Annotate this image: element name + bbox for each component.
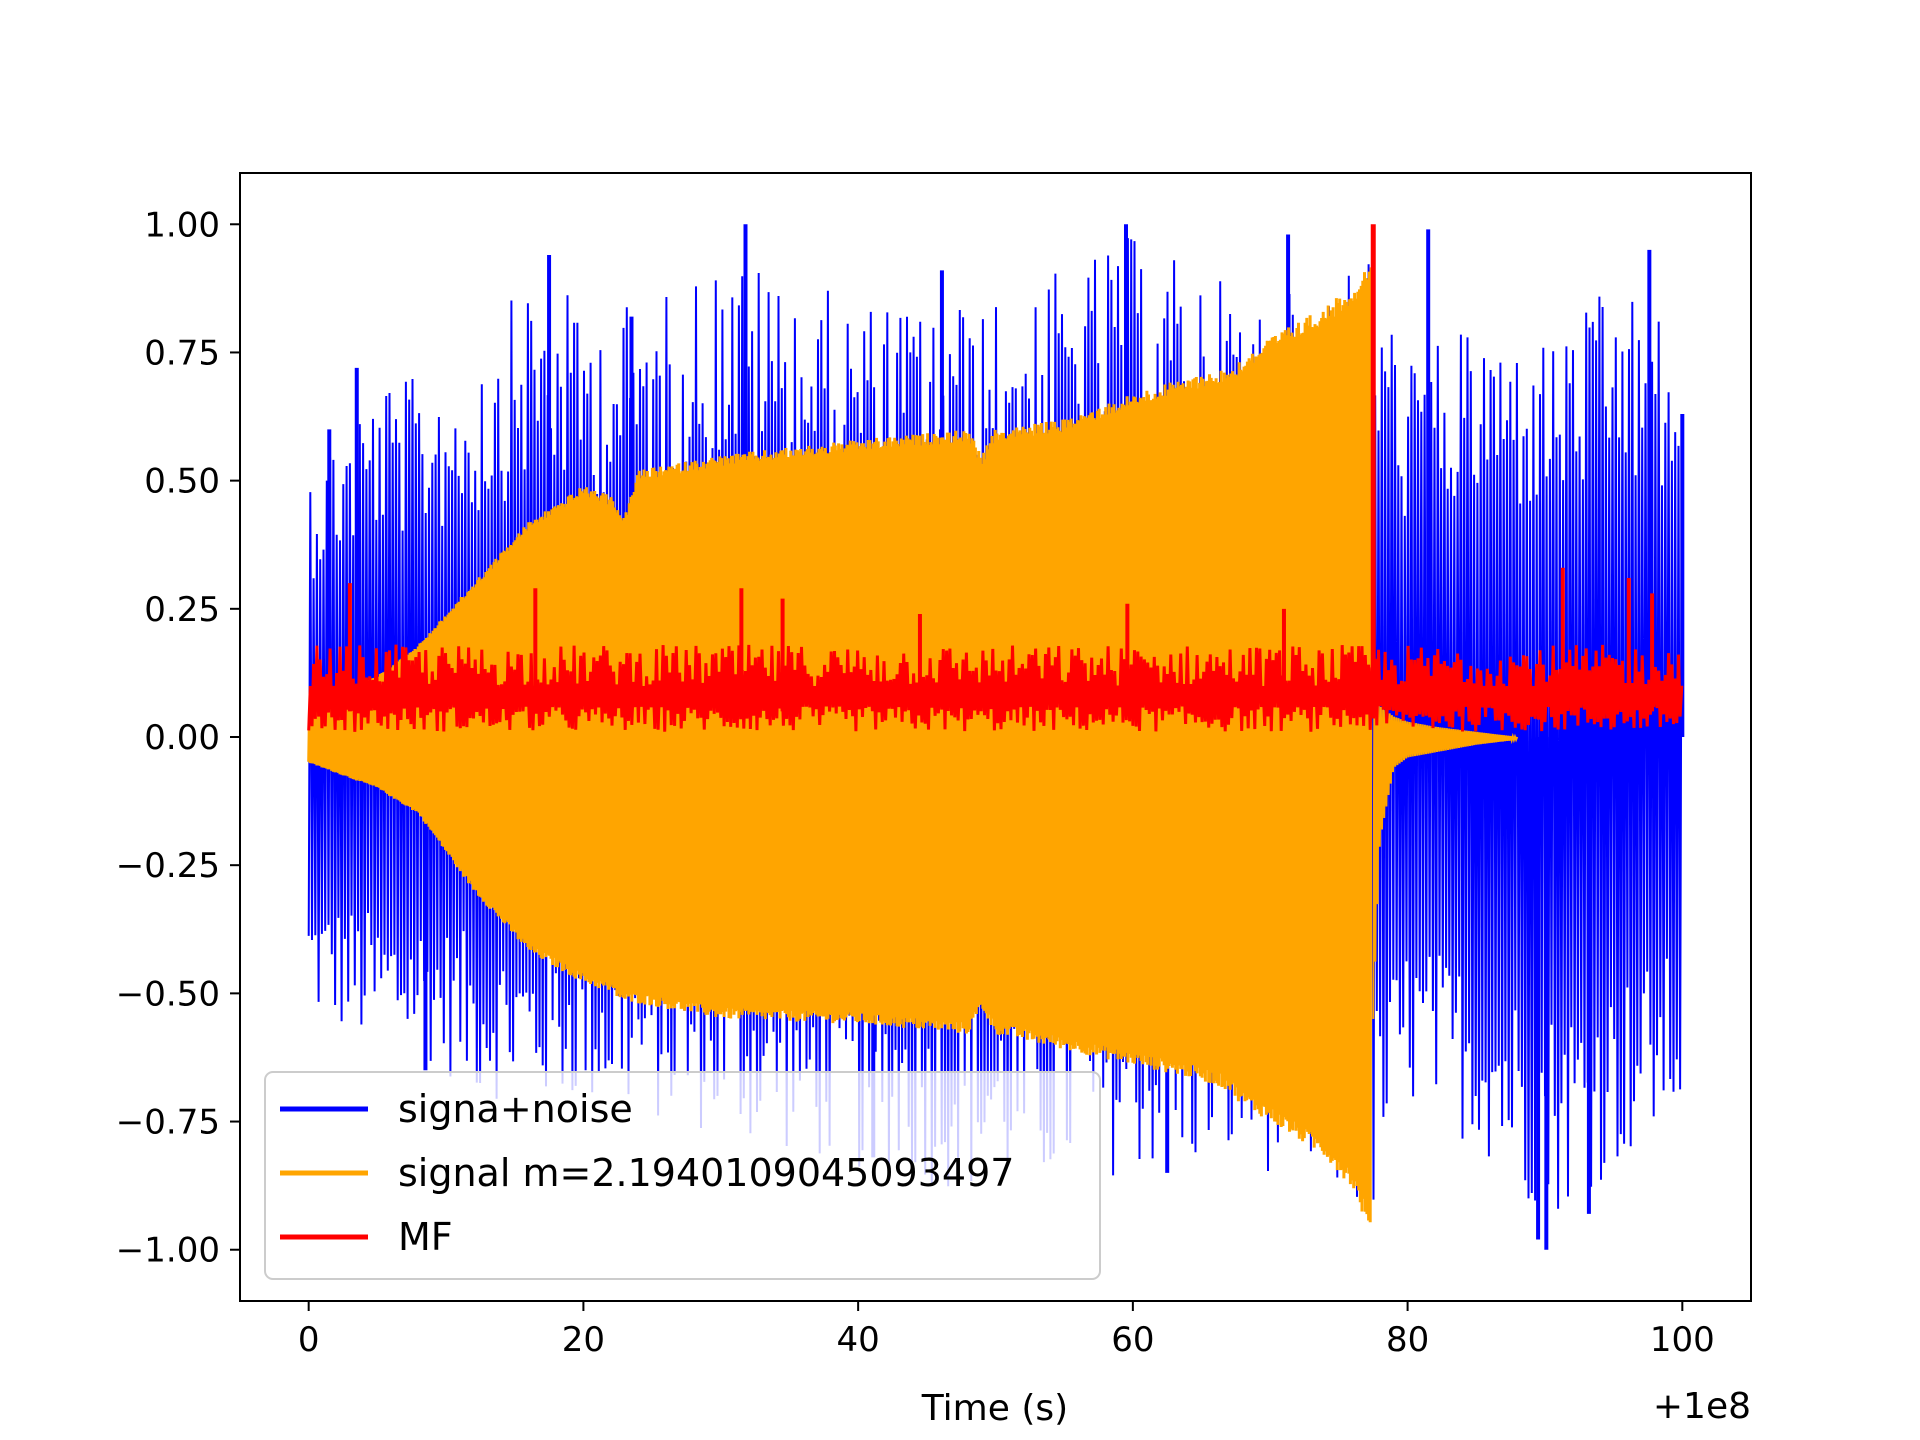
y-tick-label-0: 1.00 [144, 205, 220, 245]
x-offset-label: +1e8 [1653, 1386, 1751, 1427]
x-tick-label-5: 100 [1650, 1320, 1715, 1360]
legend: signa+noise signal m=2.1940109045093497 … [265, 1072, 1100, 1279]
x-tick-label-4: 80 [1386, 1320, 1429, 1360]
legend-label-mf: MF [398, 1215, 453, 1259]
y-tick-label-8: −1.00 [116, 1231, 220, 1271]
y-tick-label-6: −0.50 [116, 974, 220, 1014]
y-tick-label-4: 0.00 [144, 718, 220, 758]
chart: 0 20 40 60 80 100 1.00 0.75 0.50 0.25 0.00 −0.25 −0.… [0, 0, 1920, 1440]
y-tick-label-7: −0.75 [116, 1103, 220, 1143]
legend-label-signal-noise: signa+noise [398, 1087, 633, 1131]
x-tick-label-0: 0 [298, 1320, 320, 1360]
y-tick-label-1: 0.75 [144, 333, 220, 373]
x-tick-label-1: 20 [562, 1320, 605, 1360]
x-tick-label-2: 40 [837, 1320, 880, 1360]
x-tick-label-3: 60 [1111, 1320, 1154, 1360]
legend-label-signal: signal m=2.1940109045093497 [398, 1151, 1014, 1195]
y-tick-label-2: 0.50 [144, 462, 220, 502]
x-axis-label: Time (s) [921, 1388, 1068, 1429]
y-tick-label-5: −0.25 [116, 846, 220, 886]
y-tick-label-3: 0.25 [144, 590, 220, 630]
